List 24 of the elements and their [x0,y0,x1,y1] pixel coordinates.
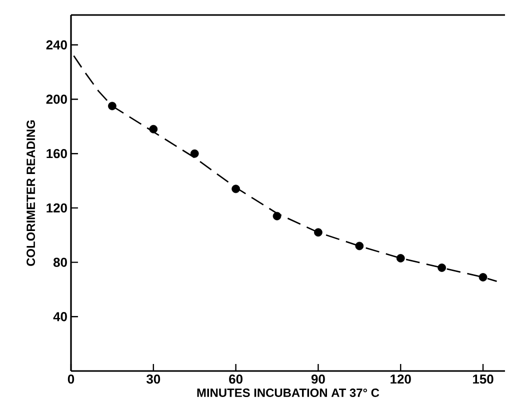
point [149,124,158,134]
x-tick-label: 150 [473,374,494,384]
x-tick-label: 60 [229,374,242,384]
y-tick-label: 80 [53,258,67,267]
point [355,242,364,250]
point [438,264,446,272]
point [232,184,240,194]
y-tick-label: 240 [46,40,67,50]
y-tick-label: 200 [46,94,67,104]
y-axis-title: COLORIMETER READING [26,120,36,266]
point [190,149,199,158]
point [314,228,322,237]
point [108,102,116,110]
y-tick-label: 120 [46,203,67,213]
y-tick-label: 160 [46,149,67,158]
point [396,254,405,262]
point [272,212,282,220]
x-axis-title: MINUTES INCUBATION AT 37° C [197,388,380,398]
x-tick-label: 120 [390,374,411,384]
x-tick-label: 30 [146,374,160,384]
x-tick-label: 90 [311,374,325,384]
y-tick-label: 40 [53,312,67,322]
x-tick-label: 0 [68,374,74,384]
point [478,273,488,282]
